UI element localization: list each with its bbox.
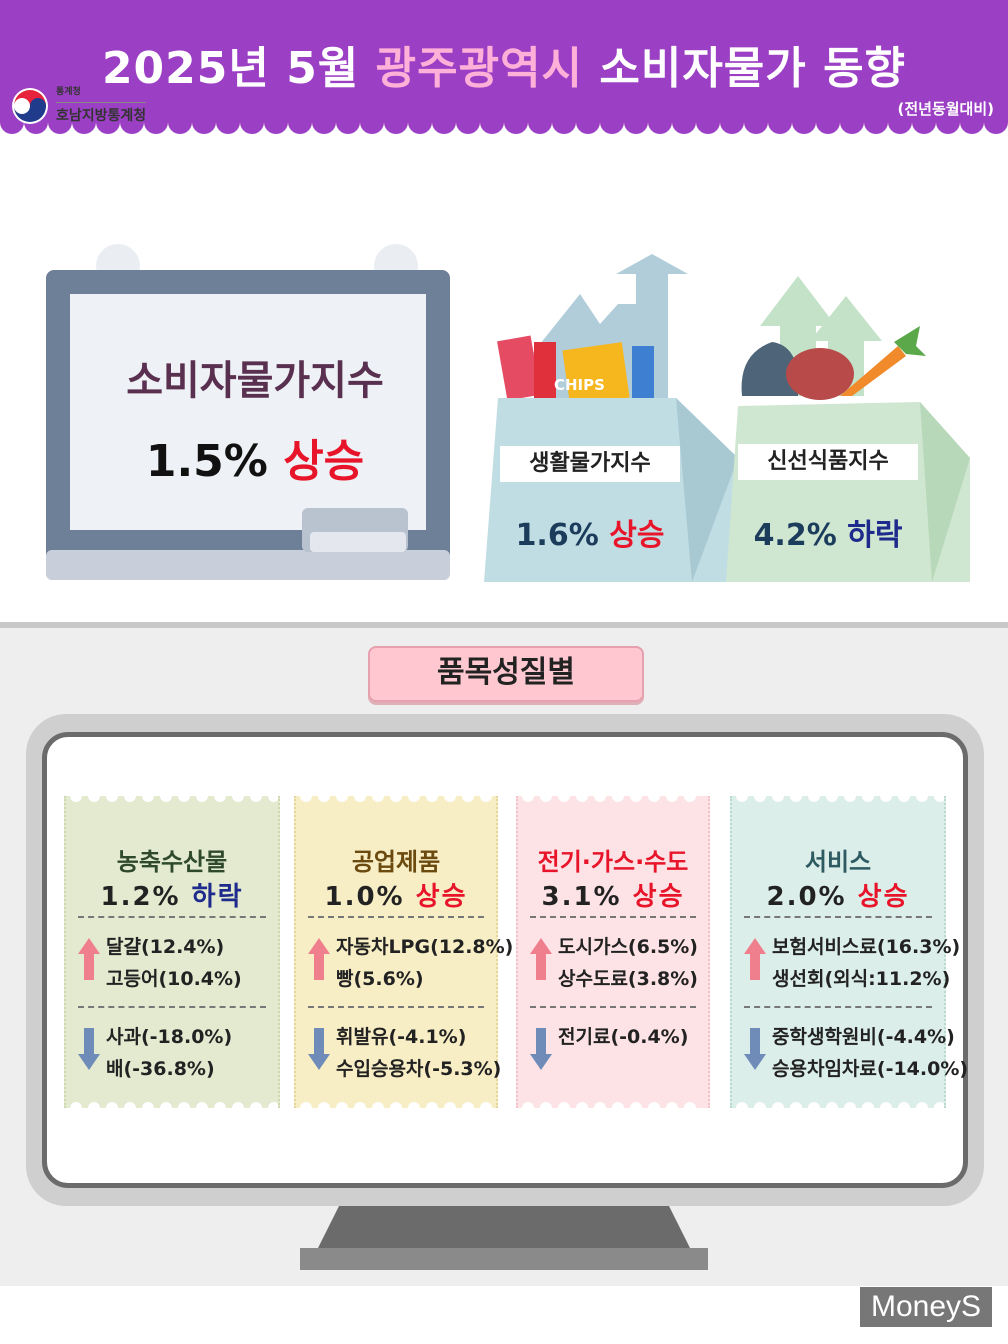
category-direction: 상승 bbox=[857, 882, 910, 912]
falling-item: 휘발유(-4.1%) bbox=[336, 1026, 467, 1048]
dashed-divider bbox=[530, 916, 696, 918]
rising-item: 도시가스(6.5%) bbox=[558, 936, 698, 958]
category-title: 농축수산물 bbox=[116, 848, 228, 876]
living-index-value: 1.6% 상승 bbox=[515, 518, 665, 553]
falling-item: 중학생학원비(-4.4%) bbox=[772, 1026, 955, 1048]
comparison-basis-note: (전년동월대비) bbox=[897, 100, 994, 118]
dashed-divider bbox=[78, 916, 266, 918]
category-direction: 하락 bbox=[191, 882, 244, 912]
category-title: 서비스 bbox=[804, 848, 872, 876]
category-direction: 상승 bbox=[415, 882, 468, 912]
falling-item: 수입승용차(-5.3%) bbox=[336, 1058, 502, 1080]
category-value-number: 2.0% bbox=[766, 882, 858, 912]
statistics-korea-logo-icon bbox=[10, 86, 50, 126]
category-value-number: 1.0% bbox=[324, 882, 416, 912]
logo-org-name: 호남지방통계청 bbox=[56, 102, 147, 125]
rising-item: 상수도료(3.8%) bbox=[558, 968, 698, 990]
whiteboard-illustration bbox=[44, 238, 454, 583]
page-title: 2025년 5월 광주광역시 소비자물가 동향 bbox=[101, 43, 907, 94]
chips-package-label: CHIPS bbox=[554, 376, 605, 394]
cpi-value-number: 1.5% bbox=[145, 436, 268, 487]
moneys-watermark: MoneyS bbox=[860, 1287, 992, 1327]
category-value: 1.0% 상승 bbox=[296, 876, 496, 913]
category-value: 2.0% 상승 bbox=[732, 876, 944, 913]
rising-item: 보험서비스료(16.3%) bbox=[772, 936, 961, 958]
down-arrow-icon bbox=[308, 1028, 330, 1070]
dashed-divider bbox=[78, 1006, 266, 1008]
rising-item: 고등어(10.4%) bbox=[106, 968, 242, 990]
dashed-divider bbox=[308, 916, 484, 918]
fresh-index-value: 4.2% 하락 bbox=[753, 518, 903, 553]
down-arrow-icon bbox=[530, 1028, 552, 1070]
cpi-value: 1.5% 상승 bbox=[70, 425, 440, 489]
falling-item: 승용차임차료(-14.0%) bbox=[772, 1058, 969, 1080]
category-title: 공업제품 bbox=[351, 848, 441, 876]
category-card: 농축수산물 1.2% 하락 달걀(12.4%) 고등어(10.4%) 사과(-18.0%… bbox=[64, 796, 280, 1108]
rising-item: 자동차LPG(12.8%) bbox=[336, 936, 514, 958]
category-value-number: 1.2% bbox=[100, 882, 192, 912]
category-value-number: 3.1% bbox=[541, 882, 633, 912]
up-arrow-icon bbox=[78, 938, 100, 980]
monitor-stand bbox=[300, 1204, 708, 1270]
dashed-divider bbox=[530, 1006, 696, 1008]
section-tag: 품목성질별 bbox=[368, 646, 644, 702]
living-index-label: 생활물가지수 bbox=[500, 446, 680, 482]
category-value: 3.1% 상승 bbox=[518, 876, 708, 913]
dashed-divider bbox=[744, 916, 932, 918]
category-card: 공업제품 1.0% 상승 자동차LPG(12.8%) 빵(5.6%) 휘발유(-4.1%… bbox=[294, 796, 513, 1108]
up-arrow-icon bbox=[530, 938, 552, 980]
category-direction: 상승 bbox=[632, 882, 685, 912]
fresh-index-label: 신선식품지수 bbox=[738, 444, 918, 480]
category-title: 전기·가스·수도 bbox=[537, 848, 689, 876]
category-card: 서비스 2.0% 상승 보험서비스료(16.3%) 생선회(외식:11.2%) 중학생학… bbox=[730, 796, 968, 1108]
category-card: 전기·가스·수도 3.1% 상승 도시가스(6.5%) 상수도료(3.8%) 전기료(-… bbox=[516, 796, 710, 1108]
logo-org-small: 통계청 bbox=[56, 87, 81, 97]
rising-item: 빵(5.6%) bbox=[336, 968, 424, 990]
cpi-direction: 상승 bbox=[283, 436, 365, 487]
rising-item: 생선회(외식:11.2%) bbox=[772, 968, 951, 990]
dashed-divider bbox=[308, 1006, 484, 1008]
falling-item: 전기료(-0.4%) bbox=[558, 1026, 689, 1048]
falling-item: 사과(-18.0%) bbox=[106, 1026, 233, 1048]
up-arrow-icon bbox=[308, 938, 330, 980]
falling-item: 배(-36.8%) bbox=[106, 1058, 215, 1080]
category-value: 1.2% 하락 bbox=[66, 876, 278, 913]
dashed-divider bbox=[744, 1006, 932, 1008]
header-banner: /* placeholder */ 2025년 5월 광주광역시 소비자물가 동… bbox=[0, 0, 1008, 138]
down-arrow-icon bbox=[744, 1028, 766, 1070]
cpi-label: 소비자물가지수 bbox=[126, 358, 384, 404]
down-arrow-icon bbox=[78, 1028, 100, 1070]
up-arrow-icon bbox=[744, 938, 766, 980]
rising-item: 달걀(12.4%) bbox=[106, 936, 225, 958]
